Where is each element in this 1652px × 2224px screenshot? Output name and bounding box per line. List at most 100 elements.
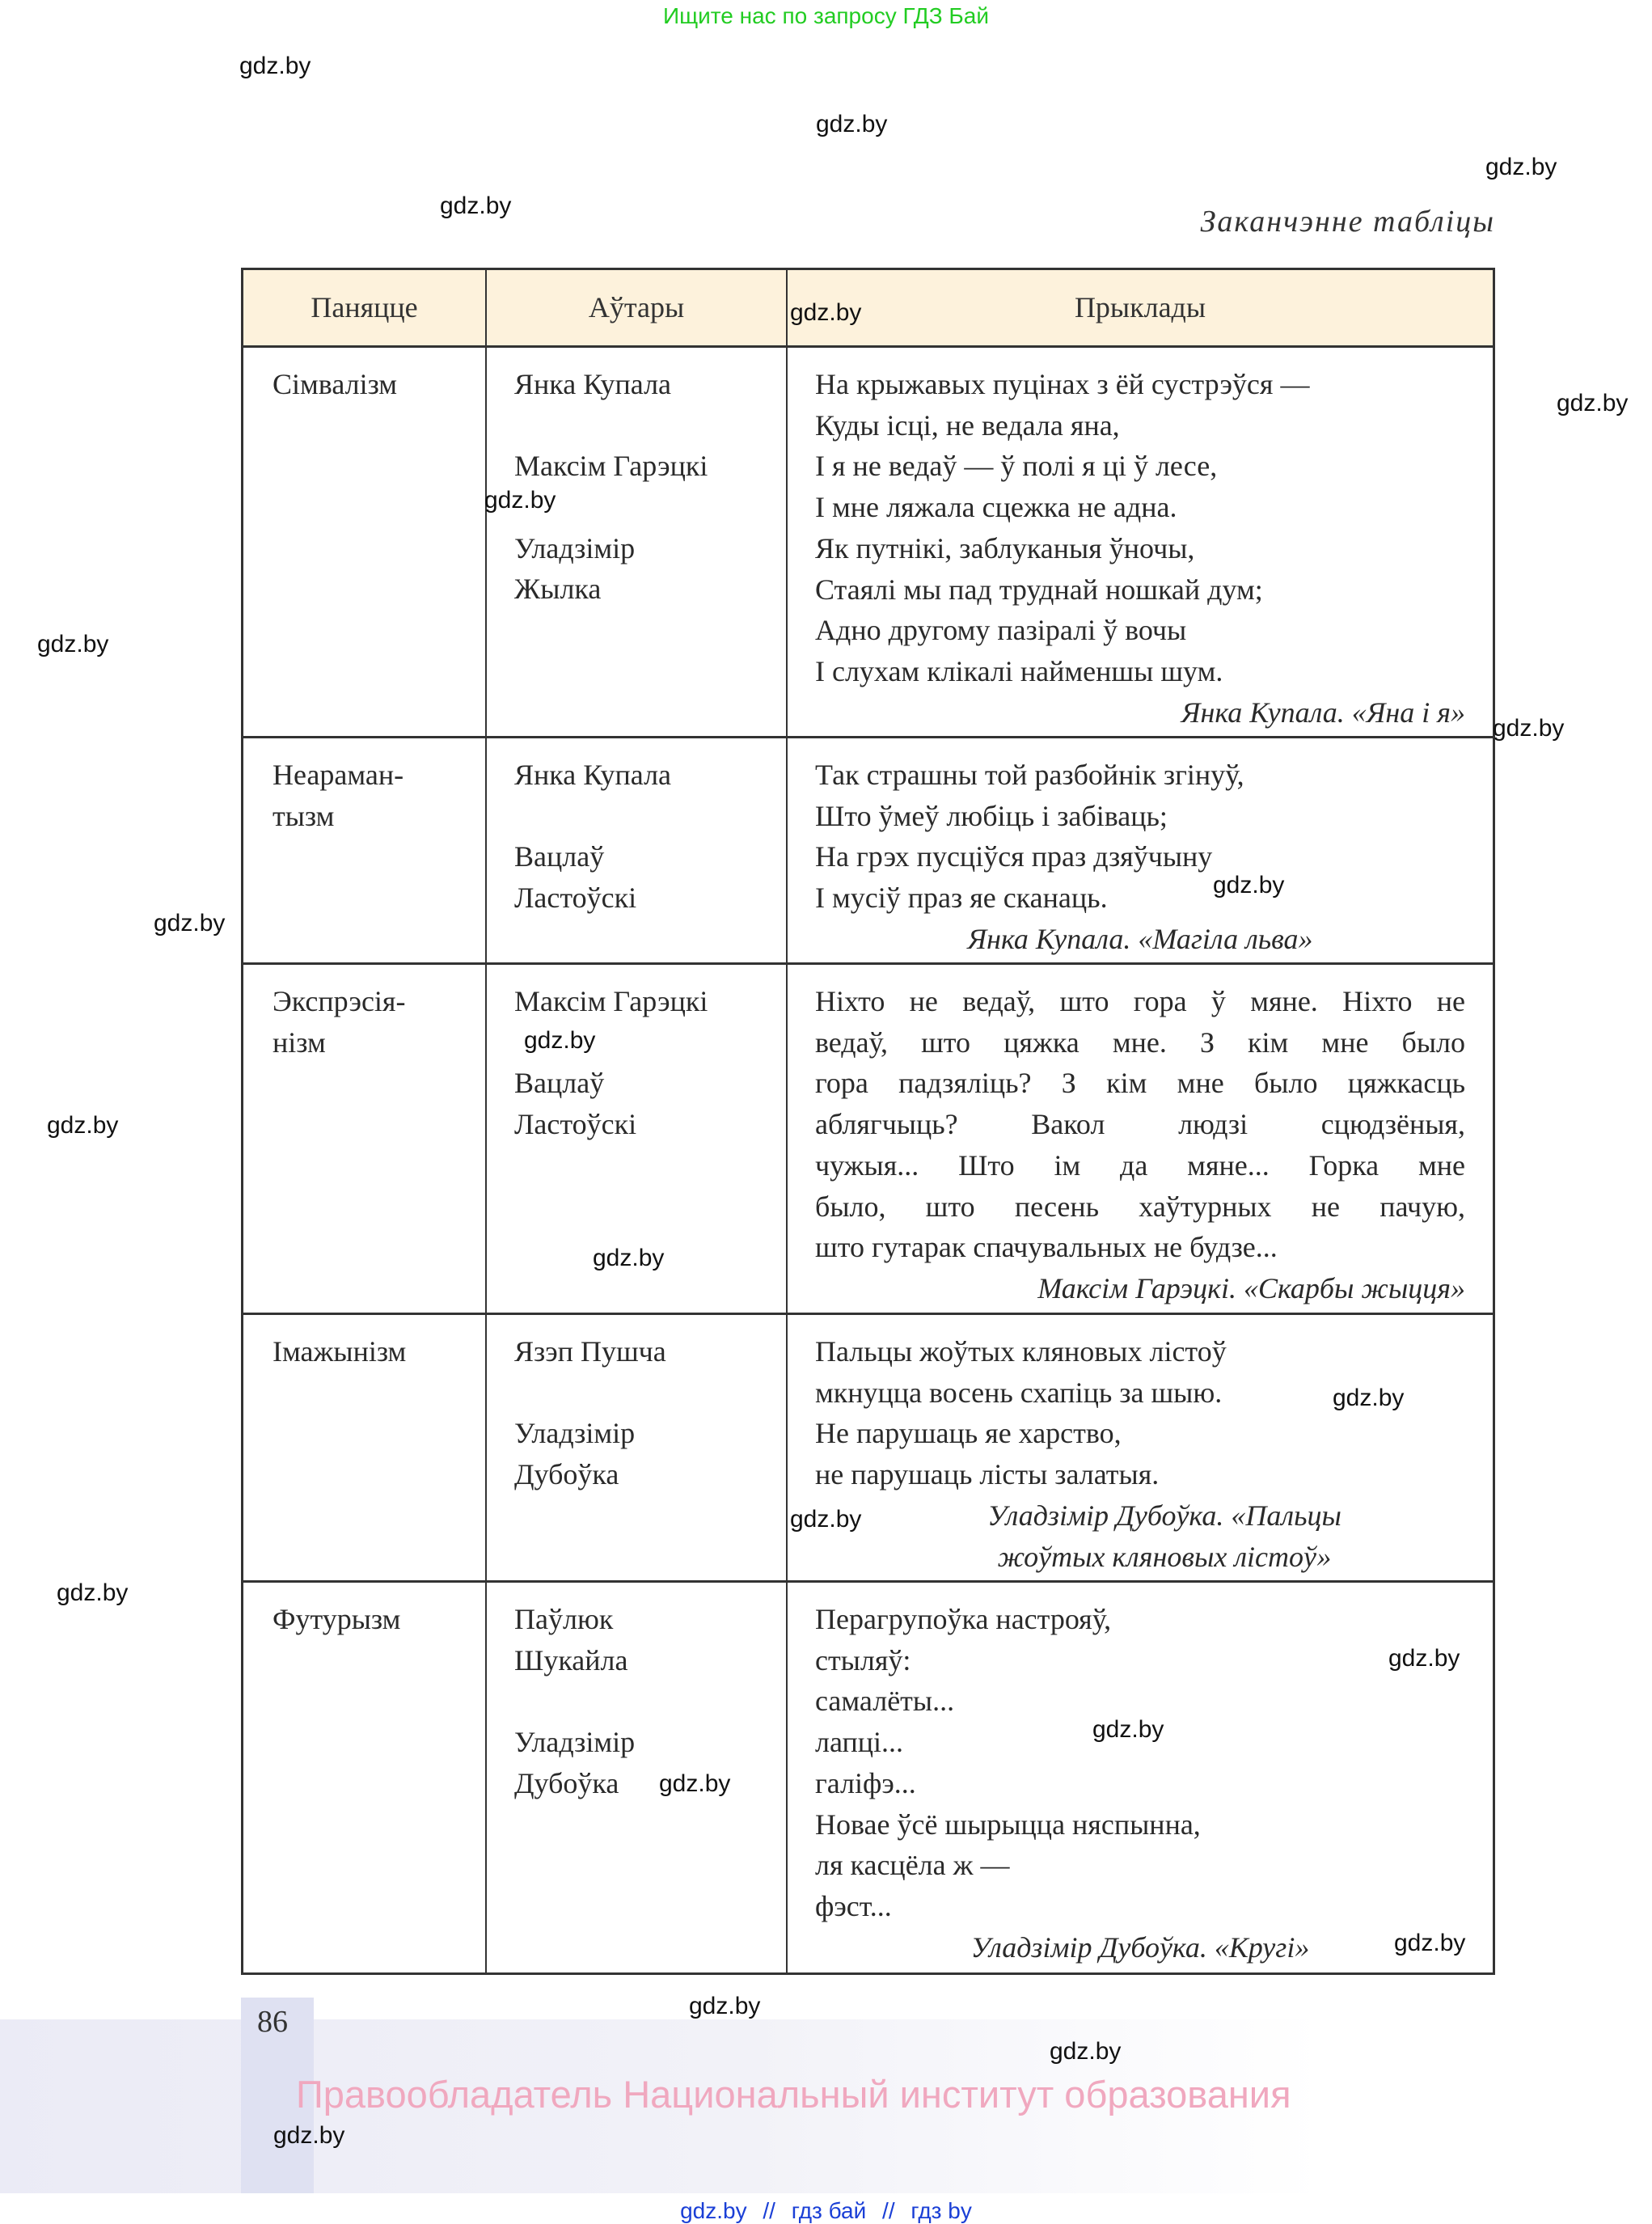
gdz-watermark: gdz.by (47, 1112, 119, 1139)
authors-cell: Янка Купала Вацлаў Ластоўскі (485, 738, 786, 962)
example-attribution: жоўтых кляновых лістоў» (997, 1540, 1332, 1573)
author-name: Максім Гарэцкі (514, 981, 786, 1022)
example-line: фэст... (815, 1889, 892, 1922)
example-line: І мусіў праз яе сканаць. (815, 882, 1108, 915)
example-attribution: Максім Гарэцкі. «Скарбы жыцця» (1037, 1271, 1465, 1304)
example-line: аблягчыць? Вакол людзі сцюдзёныя, (815, 1108, 1465, 1141)
author-name: Янка Купала (514, 364, 786, 405)
concept-cell: Неараман-тызм (243, 738, 485, 962)
gdz-watermark: gdz.by (154, 910, 226, 937)
table-row: Футурызм Паўлюк Шукайла Уладзімір Дубоўка Пер… (243, 1580, 1493, 1972)
author-name: Уладзімір Дубоўка (514, 1722, 786, 1803)
concept-line: нізм (273, 1025, 326, 1059)
example-line: ля касцёла ж — (815, 1849, 1010, 1882)
literary-movements-table: Паняцце Аўтары Прыклады Сімвалізм Янка Ку… (241, 268, 1495, 1975)
copyright-notice: Правообладатель Национальный институт об… (296, 2073, 1291, 2116)
link-gdz-by-cyr[interactable]: гдз by (911, 2198, 972, 2223)
gdz-watermark: gdz.by (1333, 1385, 1405, 1411)
table-header-row: Паняцце Аўтары Прыклады (243, 270, 1493, 345)
table-body: Сімвалізм Янка Купала Максім Гарэцкі Уладзі… (243, 345, 1493, 1972)
gdz-watermark: gdz.by (1485, 154, 1557, 180)
example-line: ведаў, што цяжка мне. З кім мне было (815, 1025, 1465, 1059)
page-number-tab (241, 1998, 314, 2193)
gdz-watermark: gdz.by (1092, 1716, 1164, 1743)
example-line: Ніхто не ведаў, што гора ў мяне. Ніхто н… (815, 985, 1465, 1017)
author-line: Дубоўка (514, 1766, 619, 1799)
example-line: Не парушаць яе харство, (815, 1417, 1122, 1450)
example-line: стыляў: (815, 1643, 911, 1676)
gdz-watermark: gdz.by (1388, 1645, 1460, 1672)
header-concept: Паняцце (311, 291, 418, 324)
author-line: Вацлаў (514, 840, 605, 873)
example-attribution: Янка Купала. «Яна і я» (1181, 696, 1465, 729)
gdz-watermark: gdz.by (273, 2122, 345, 2149)
example-line: лапці... (815, 1726, 904, 1759)
author-line: Ластоўскі (514, 882, 637, 915)
separator: // (763, 2198, 775, 2223)
page-number: 86 (257, 2005, 288, 2039)
example-line: І мне ляжала сцежка не адна. (815, 491, 1177, 524)
author-name: Уладзімір Жылка (514, 528, 786, 610)
example-line: Што ўмеў любіць і забіваць; (815, 799, 1168, 832)
example-cell: Так страшны той разбойнік згінуў, Што ўме… (786, 738, 1493, 962)
author-line: Янка Купала (514, 759, 672, 791)
gdz-watermark: gdz.by (816, 111, 888, 137)
author-line: Дубоўка (514, 1458, 619, 1491)
example-line: было, што песень хаўтурных не пачую, (815, 1190, 1465, 1223)
header-authors: Аўтары (485, 270, 786, 345)
example-line: чужыя... Што ім да мяне... Горка мне (815, 1148, 1465, 1182)
example-line: Куды ісці, не ведала яна, (815, 408, 1120, 442)
example-line: што гутарак спачувальных не будзе... (815, 1231, 1278, 1264)
authors-cell: Язэп Пушча Уладзімір Дубоўка (485, 1315, 786, 1580)
gdz-watermark: gdz.by (440, 192, 512, 219)
gdz-watermark: gdz.by (524, 1027, 596, 1054)
header-examples: Прыклады (786, 270, 1493, 345)
gdz-watermark: gdz.by (1493, 715, 1565, 742)
table-continuation-caption: Заканчэнне табліцы (1200, 205, 1495, 239)
example-line: І слухам клікалі найменшы шум. (815, 654, 1223, 687)
example-line: Стаялі мы пад труднай ношкай дум; (815, 573, 1263, 606)
link-gdz-bai[interactable]: гдз бай (791, 2198, 867, 2223)
author-name: Вацлаў Ластоўскі (514, 836, 786, 918)
author-line: Ластоўскі (514, 1108, 637, 1141)
concept-line: тызм (273, 799, 335, 832)
example-cell: На крыжавых пуцінах з ёй сустрэўся — Куды… (786, 348, 1493, 736)
gdz-watermark: gdz.by (1394, 1930, 1466, 1956)
concept-line: Імажынізм (273, 1335, 407, 1368)
example-line: Перагрупоўка настрояў, (815, 1603, 1112, 1635)
author-line: Паўлюк (514, 1603, 614, 1635)
author-line: Уладзімір (514, 1726, 636, 1759)
author-name: Паўлюк Шукайла (514, 1599, 786, 1681)
table-row: Неараман-тызм Янка Купала Вацлаў Ластоўскі Т… (243, 736, 1493, 962)
author-line: Язэп Пушча (514, 1335, 666, 1368)
author-name: Максім Гарэцкі (514, 446, 786, 487)
gdz-watermark: gdz.by (659, 1770, 731, 1797)
separator: // (882, 2198, 895, 2223)
author-name: Янка Купала (514, 755, 786, 796)
author-name: Вацлаў Ластоўскі (514, 1063, 786, 1144)
concept-line: Сімвалізм (273, 368, 398, 400)
author-line: Уладзімір (514, 531, 636, 564)
table-row: Імажынізм Язэп Пушча Уладзімір Дубоўка Пальц… (243, 1313, 1493, 1580)
author-line: Жылка (514, 573, 602, 606)
example-line: Новае ўсё шырыцца няспынна, (815, 1808, 1201, 1841)
concept-cell: Футурызм (243, 1583, 485, 1972)
gdz-watermark: gdz.by (689, 1993, 761, 2019)
bottom-links: gdz.by // гдз бай // гдз by (0, 2198, 1652, 2224)
example-line: Як путнікі, заблуканыя ўночы, (815, 531, 1195, 564)
link-gdz-by[interactable]: gdz.by (680, 2198, 747, 2223)
search-banner: Ищите нас по запросу ГДЗ Бай (662, 3, 990, 28)
example-attribution: Янка Купала. «Магіла льва» (967, 922, 1313, 955)
example-line: не парушаць лісты залатыя. (815, 1458, 1160, 1491)
concept-line: Экспрэсія- (273, 985, 406, 1017)
gdz-watermark: gdz.by (57, 1579, 129, 1606)
gdz-watermark: gdz.by (1213, 872, 1285, 898)
example-line: Пальцы жоўтых кляновых лістоў (815, 1335, 1227, 1368)
concept-cell: Імажынізм (243, 1315, 485, 1580)
table-row: Экспрэсія-нізм Максім Гарэцкі Вацлаў Ластоў… (243, 962, 1493, 1313)
example-line: Так страшны той разбойнік згінуў, (815, 759, 1244, 791)
gdz-watermark: gdz.by (484, 487, 556, 514)
author-line: Максім Гарэцкі (514, 450, 708, 483)
authors-cell: Паўлюк Шукайла Уладзімір Дубоўка (485, 1583, 786, 1972)
concept-cell: Экспрэсія-нізм (243, 965, 485, 1313)
